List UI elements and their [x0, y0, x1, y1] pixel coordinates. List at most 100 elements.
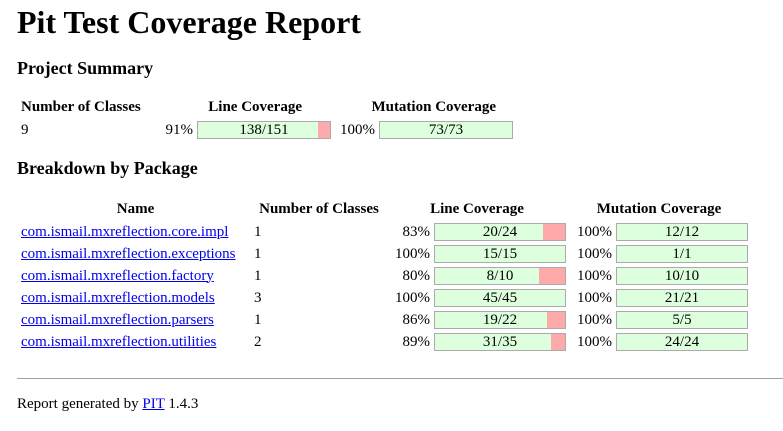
package-mutation-fill [617, 268, 747, 284]
package-classes: 2 [254, 333, 262, 350]
package-mutation-fill [617, 290, 747, 306]
package-line-bar: 8/10 [434, 267, 566, 285]
package-line-pct: 86% [402, 311, 431, 328]
package-line-cell: 8/10 [433, 266, 567, 286]
package-line-pct: 83% [402, 223, 431, 240]
package-mutation-pct: 100% [577, 267, 612, 284]
package-row: com.ismail.mxreflection.utilities 2 89% 31/… [20, 332, 749, 352]
breakdown-header-mutation: Mutation Coverage [596, 200, 722, 217]
package-row: com.ismail.mxreflection.parsers 1 86% 19/22… [20, 310, 749, 330]
package-mutation-cell: 24/24 [615, 332, 749, 352]
footer-prefix: Report generated by [17, 396, 139, 412]
package-mutation-cell: 10/10 [615, 266, 749, 286]
package-mutation-ratio: 21/21 [664, 290, 700, 306]
package-mutation-cell: 5/5 [615, 310, 749, 330]
package-mutation-ratio: 5/5 [672, 312, 692, 328]
breakdown-header-line: Line Coverage [430, 200, 524, 217]
package-line-pct: 100% [395, 245, 430, 262]
package-line-pct: 80% [402, 267, 431, 284]
package-row: com.ismail.mxreflection.factory 1 80% 8/10 1… [20, 266, 749, 286]
package-mutation-pct: 100% [577, 223, 612, 240]
package-link[interactable]: com.ismail.mxreflection.utilities [21, 333, 217, 350]
package-name-cell: com.ismail.mxreflection.utilities [20, 332, 251, 352]
summary-header-classes: Number of Classes [21, 98, 141, 115]
package-link[interactable]: com.ismail.mxreflection.core.impl [21, 223, 229, 240]
package-link[interactable]: com.ismail.mxreflection.parsers [21, 311, 214, 328]
breakdown-header-name: Name [116, 200, 155, 217]
package-name-cell: com.ismail.mxreflection.factory [20, 266, 251, 286]
package-mutation-bar: 5/5 [616, 311, 748, 329]
package-name-cell: com.ismail.mxreflection.parsers [20, 310, 251, 330]
package-classes: 1 [254, 223, 262, 240]
summary-line-fill [198, 122, 319, 138]
pit-link[interactable]: PIT [142, 396, 165, 412]
package-line-cell: 20/24 [433, 222, 567, 242]
package-mutation-pct: 100% [577, 333, 612, 350]
package-mutation-bar: 21/21 [616, 289, 748, 307]
package-mutation-fill [617, 224, 747, 240]
package-name-cell: com.ismail.mxreflection.core.impl [20, 222, 251, 242]
package-line-bar: 20/24 [434, 223, 566, 241]
summary-classes-count: 9 [21, 121, 29, 138]
package-mutation-pct: 100% [577, 311, 612, 328]
summary-mutation-ratio: 73/73 [428, 122, 464, 138]
package-link[interactable]: com.ismail.mxreflection.exceptions [21, 245, 236, 262]
summary-header-line: Line Coverage [208, 98, 302, 115]
summary-line-bar: 138/151 [197, 121, 331, 139]
package-line-cell: 19/22 [433, 310, 567, 330]
footer-divider [17, 378, 783, 379]
package-link[interactable]: com.ismail.mxreflection.models [21, 289, 215, 306]
package-name-cell: com.ismail.mxreflection.exceptions [20, 244, 251, 264]
summary-mutation-pct: 100% [340, 121, 375, 138]
package-mutation-ratio: 1/1 [672, 246, 692, 262]
package-mutation-fill [617, 246, 747, 262]
summary-mutation-fill [380, 122, 512, 138]
footer-version: 1.4.3 [168, 396, 199, 412]
summary-line-pct: 91% [165, 121, 194, 138]
package-line-ratio: 15/15 [482, 246, 518, 262]
package-mutation-bar: 24/24 [616, 333, 748, 351]
package-line-ratio: 31/35 [482, 334, 518, 350]
package-classes: 3 [254, 289, 262, 306]
package-line-ratio: 45/45 [482, 290, 518, 306]
package-line-bar: 31/35 [434, 333, 566, 351]
package-line-pct: 89% [402, 333, 431, 350]
summary-line-cell: 138/151 [196, 120, 332, 140]
package-line-ratio: 19/22 [482, 312, 518, 328]
package-line-fill [435, 334, 551, 350]
package-name-cell: com.ismail.mxreflection.models [20, 288, 251, 308]
package-mutation-bar: 10/10 [616, 267, 748, 285]
package-line-bar: 45/45 [434, 289, 566, 307]
package-line-cell: 31/35 [433, 332, 567, 352]
package-mutation-ratio: 10/10 [664, 268, 700, 284]
package-line-bar: 15/15 [434, 245, 566, 263]
package-link[interactable]: com.ismail.mxreflection.factory [21, 267, 214, 284]
project-summary-heading: Project Summary [17, 58, 154, 78]
package-line-fill [435, 312, 547, 328]
summary-mutation-cell: 73/73 [378, 120, 514, 140]
breakdown-table: Name Number of Classes Line Coverage Mut… [18, 196, 751, 354]
package-line-cell: 15/15 [433, 244, 567, 264]
package-mutation-fill [617, 312, 747, 328]
footer: Report generated by PIT 1.4.3 [17, 396, 198, 413]
package-mutation-cell: 21/21 [615, 288, 749, 308]
package-classes: 1 [254, 267, 262, 284]
package-line-fill [435, 268, 539, 284]
package-line-fill [435, 224, 543, 240]
package-mutation-ratio: 12/12 [664, 224, 700, 240]
package-line-ratio: 20/24 [482, 224, 518, 240]
package-classes: 1 [254, 311, 262, 328]
summary-row: 9 91% 138/151 100% 73/73 [20, 120, 514, 140]
summary-header-mutation: Mutation Coverage [371, 98, 496, 115]
package-classes: 1 [254, 245, 262, 262]
package-mutation-fill [617, 334, 747, 350]
package-mutation-cell: 1/1 [615, 244, 749, 264]
package-mutation-pct: 100% [577, 289, 612, 306]
package-line-bar: 19/22 [434, 311, 566, 329]
package-mutation-bar: 1/1 [616, 245, 748, 263]
package-mutation-bar: 12/12 [616, 223, 748, 241]
package-mutation-pct: 100% [577, 245, 612, 262]
summary-mutation-bar: 73/73 [379, 121, 513, 139]
breakdown-heading: Breakdown by Package [17, 158, 198, 178]
package-mutation-cell: 12/12 [615, 222, 749, 242]
